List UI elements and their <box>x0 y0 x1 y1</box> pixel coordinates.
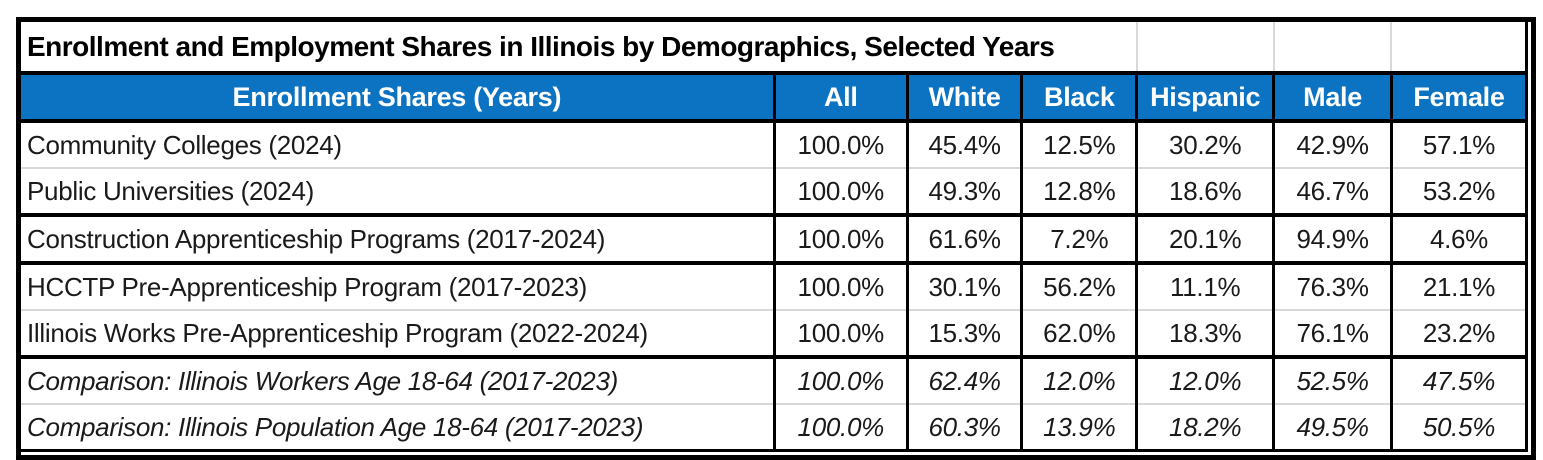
cell-value: 15.3% <box>905 309 1022 357</box>
row-label: HCCTP Pre-Apprenticeship Program (2017-2… <box>21 261 775 310</box>
row-label: Illinois Works Pre-Apprenticeship Progra… <box>21 309 775 357</box>
header-col-male: Male <box>1272 71 1392 123</box>
header-col-hispanic: Hispanic <box>1135 71 1274 123</box>
table-row-illinois-works-pre-apprenticeship: Illinois Works Pre-Apprenticeship Progra… <box>21 309 1529 357</box>
cell-value: 12.0% <box>1020 355 1137 404</box>
cell-value: 21.1% <box>1389 261 1529 310</box>
cell-value: 56.2% <box>1020 261 1137 310</box>
header-col-white: White <box>905 71 1022 123</box>
cell-value: 100.0% <box>772 309 908 357</box>
cell-value: 100.0% <box>772 167 908 215</box>
header-col-all: All <box>772 71 908 123</box>
cell-value: 4.6% <box>1389 213 1529 263</box>
cell-value: 50.5% <box>1389 403 1529 452</box>
table-row-comparison-workers: Comparison: Illinois Workers Age 18-64 (… <box>21 355 1529 404</box>
cell-value: 12.8% <box>1020 167 1137 215</box>
header-label-cell: Enrollment Shares (Years) <box>21 71 775 123</box>
table-title-row: Enrollment and Employment Shares in Illi… <box>21 22 1529 75</box>
cell-value: 94.9% <box>1272 213 1392 263</box>
demographics-table-frame: Enrollment and Employment Shares in Illi… <box>16 17 1536 460</box>
empty-cell <box>1390 22 1529 75</box>
cell-value: 12.5% <box>1020 121 1137 168</box>
row-label: Construction Apprenticeship Programs (20… <box>21 213 775 263</box>
cell-value: 100.0% <box>772 355 908 404</box>
cell-value: 100.0% <box>772 121 908 168</box>
cell-value: 42.9% <box>1272 121 1392 168</box>
cell-value: 23.2% <box>1389 309 1529 357</box>
table-row-community-colleges: Community Colleges (2024) 100.0% 45.4% 1… <box>21 121 1529 168</box>
cell-value: 46.7% <box>1272 167 1392 215</box>
cell-value: 49.5% <box>1272 403 1392 452</box>
table-row-construction-apprenticeship: Construction Apprenticeship Programs (20… <box>21 213 1529 263</box>
cell-value: 100.0% <box>772 403 908 452</box>
cell-value: 60.3% <box>905 403 1022 452</box>
cell-value: 49.3% <box>905 167 1022 215</box>
cell-value: 62.4% <box>905 355 1022 404</box>
cell-value: 18.6% <box>1135 167 1274 215</box>
cell-value: 18.3% <box>1135 309 1274 357</box>
cell-value: 76.3% <box>1272 261 1392 310</box>
table-title: Enrollment and Employment Shares in Illi… <box>21 22 1137 75</box>
cell-value: 61.6% <box>905 213 1022 263</box>
header-col-black: Black <box>1020 71 1137 123</box>
cell-value: 45.4% <box>905 121 1022 168</box>
cell-value: 11.1% <box>1135 261 1274 310</box>
row-label: Comparison: Illinois Workers Age 18-64 (… <box>21 355 775 404</box>
cell-value: 53.2% <box>1389 167 1529 215</box>
table-row-comparison-population: Comparison: Illinois Population Age 18-6… <box>21 403 1529 452</box>
cell-value: 62.0% <box>1020 309 1137 357</box>
cell-value: 100.0% <box>772 261 908 310</box>
table-row-hcctp-pre-apprenticeship: HCCTP Pre-Apprenticeship Program (2017-2… <box>21 261 1529 310</box>
table-row-public-universities: Public Universities (2024) 100.0% 49.3% … <box>21 167 1529 215</box>
cell-value: 100.0% <box>772 213 908 263</box>
cell-value: 57.1% <box>1389 121 1529 168</box>
header-col-female: Female <box>1389 71 1529 123</box>
cell-value: 20.1% <box>1135 213 1274 263</box>
cell-value: 18.2% <box>1135 403 1274 452</box>
cell-value: 12.0% <box>1135 355 1274 404</box>
cell-value: 30.1% <box>905 261 1022 310</box>
cell-value: 76.1% <box>1272 309 1392 357</box>
cell-value: 7.2% <box>1020 213 1137 263</box>
cell-value: 47.5% <box>1389 355 1529 404</box>
cell-value: 30.2% <box>1135 121 1274 168</box>
empty-cell <box>1272 22 1392 75</box>
empty-cell <box>1135 22 1274 75</box>
cell-value: 52.5% <box>1272 355 1392 404</box>
row-label: Comparison: Illinois Population Age 18-6… <box>21 403 775 452</box>
table-header-row: Enrollment Shares (Years) All White Blac… <box>21 71 1529 123</box>
cell-value: 13.9% <box>1020 403 1137 452</box>
row-label: Public Universities (2024) <box>21 167 775 215</box>
enrollment-shares-table: Enrollment and Employment Shares in Illi… <box>21 22 1529 452</box>
row-label: Community Colleges (2024) <box>27 129 342 160</box>
